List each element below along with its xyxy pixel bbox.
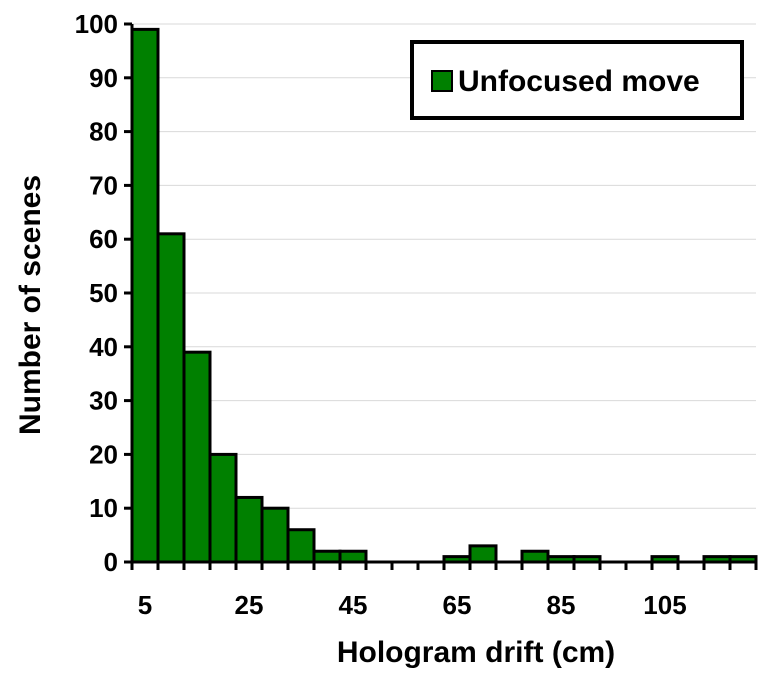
x-axis-title: Hologram drift (cm) — [337, 636, 615, 669]
legend: Unfocused move — [410, 40, 744, 120]
x-tick-label: 45 — [339, 590, 368, 620]
y-tick-label: 80 — [89, 117, 118, 147]
histogram-bar — [130, 27, 160, 564]
histogram-bar — [156, 232, 186, 564]
histogram-bar — [520, 549, 550, 564]
histogram-bar — [182, 350, 212, 564]
histogram-bar — [208, 452, 238, 564]
x-tick-label: 65 — [443, 590, 472, 620]
histogram-bar — [234, 495, 264, 564]
y-tick-label: 30 — [89, 386, 118, 416]
x-axis-ticks: 5 25 45 65 85 105 — [130, 562, 758, 620]
y-tick-label: 40 — [89, 332, 118, 362]
y-tick-label: 100 — [75, 9, 118, 39]
x-tick-label: 25 — [235, 590, 264, 620]
y-tick-label: 90 — [89, 63, 118, 93]
x-tick-label: 105 — [643, 590, 686, 620]
y-tick-label: 20 — [89, 439, 118, 469]
y-tick-label: 0 — [104, 547, 118, 577]
histogram-bar — [286, 528, 316, 564]
y-tick-label: 50 — [89, 278, 118, 308]
histogram-bar — [312, 549, 342, 564]
y-axis-ticks: 0 10 20 30 40 50 60 70 80 90 100 — [75, 9, 132, 577]
y-axis-title: Number of scenes — [14, 175, 47, 435]
y-tick-label: 60 — [89, 224, 118, 254]
histogram-bar — [338, 549, 368, 564]
histogram-bar — [468, 544, 498, 564]
y-tick-label: 10 — [89, 493, 118, 523]
y-tick-label: 70 — [89, 170, 118, 200]
legend-swatch — [431, 70, 453, 92]
x-tick-label: 5 — [138, 590, 152, 620]
legend-box — [410, 40, 744, 120]
x-tick-label: 85 — [547, 590, 576, 620]
legend-label: Unfocused move — [458, 65, 700, 98]
histogram-bar — [260, 506, 290, 564]
